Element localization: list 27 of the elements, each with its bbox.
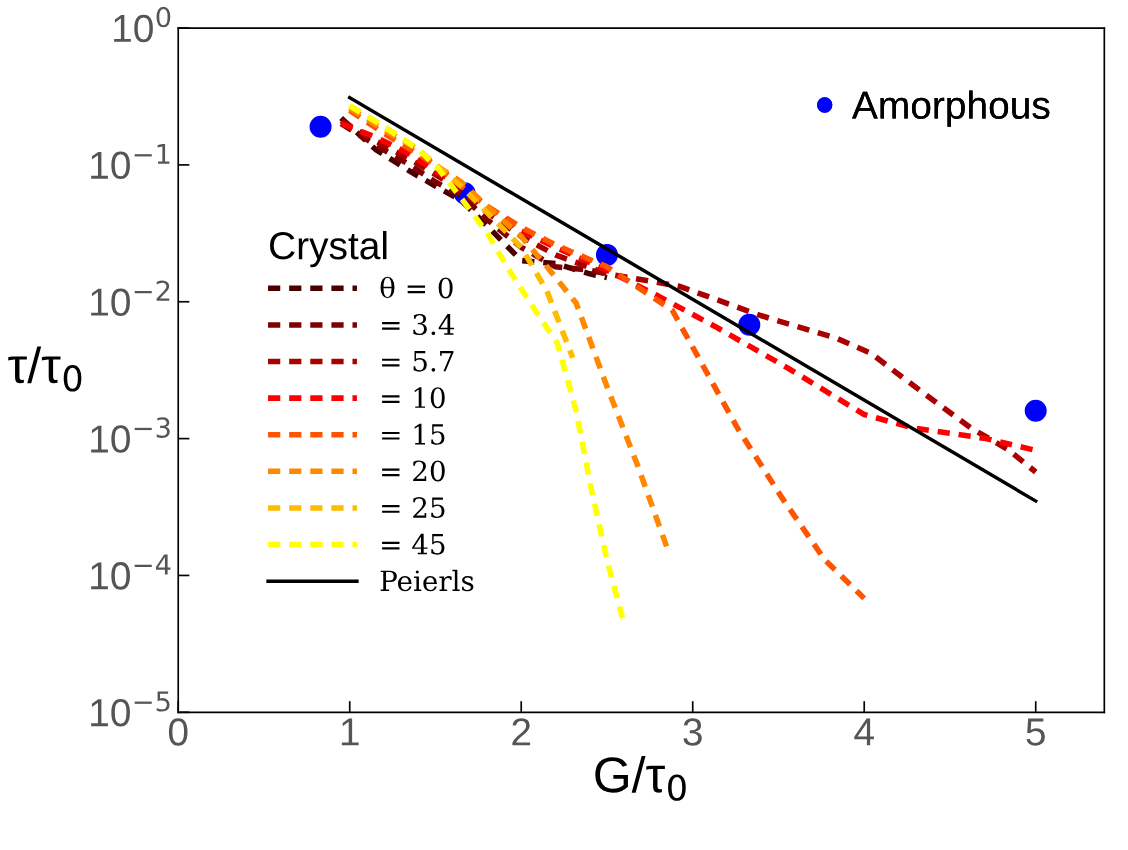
x-tick-label: 5 bbox=[1026, 718, 1045, 746]
y-tick-label: 10$^{−3}$ bbox=[91, 417, 170, 453]
legend-label: = 10 bbox=[382, 387, 445, 409]
y-tick-label: 10$^{−5}$ bbox=[91, 691, 170, 727]
x-tick-label: 4 bbox=[854, 718, 874, 746]
y-tick-label: 10$^{−4}$ bbox=[91, 554, 171, 590]
legend-label: Peierls bbox=[380, 569, 474, 592]
y-tick-label: 10$^{−2}$ bbox=[91, 280, 170, 316]
legend-label: = 15 bbox=[382, 423, 445, 445]
legend-label: Amorphous bbox=[852, 90, 1050, 127]
y-tick-label: 10$^{−1}$ bbox=[91, 143, 170, 180]
x-tick-label: 2 bbox=[512, 718, 531, 746]
point bbox=[309, 115, 332, 138]
legend-label: = 45 bbox=[382, 533, 445, 555]
legend-label: = 5.7 bbox=[382, 351, 454, 372]
legend-label: = 25 bbox=[382, 497, 445, 519]
x-tick-label: 0 bbox=[168, 718, 188, 746]
x-tick-label: 3 bbox=[683, 718, 702, 746]
legend-title: Crystal bbox=[270, 230, 387, 268]
legend-label: θ = 0 bbox=[380, 276, 453, 299]
y-axis-title: τ/τ$_{0}$ bbox=[8, 346, 82, 392]
y-tick-label: 10$^{0}$ bbox=[114, 6, 171, 43]
legend-label: = 20 bbox=[382, 460, 445, 482]
x-axis-title: G/τ$_{0}$ bbox=[595, 755, 686, 801]
legend-label: = 3.4 bbox=[382, 314, 455, 336]
x-tick-label: 1 bbox=[341, 718, 359, 746]
point bbox=[1024, 399, 1047, 422]
